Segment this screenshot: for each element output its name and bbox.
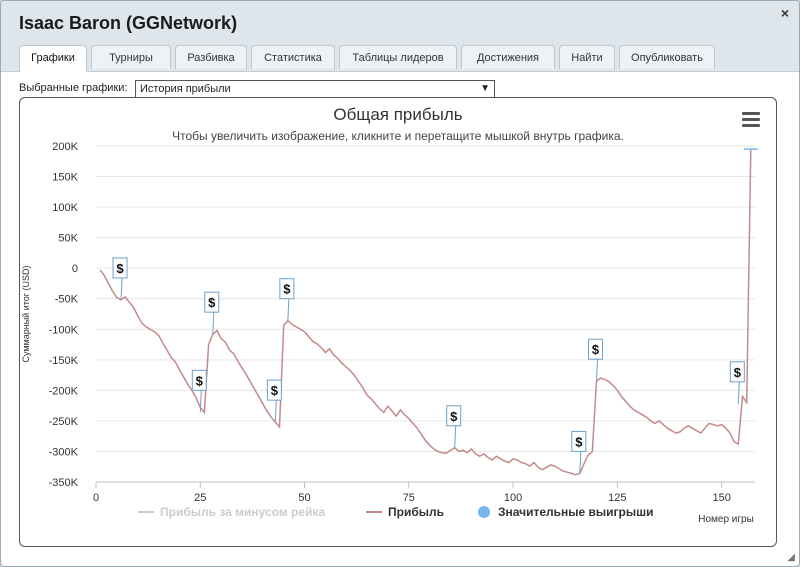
- chart-title: Общая прибыль: [333, 105, 462, 124]
- win-flag: [588, 338, 604, 360]
- win-flag: [204, 291, 220, 313]
- y-tick-label: -100K: [49, 324, 79, 336]
- legend-item-label: Прибыль: [388, 505, 444, 519]
- legend-item-label: Прибыль за минусом рейка: [160, 505, 325, 519]
- y-axis-label: Суммарный итог (USD): [21, 265, 31, 362]
- window-titlebar: Isaac Baron (GGNetwork) × Графики Турниры…: [1, 1, 799, 72]
- tab-1[interactable]: Турниры: [91, 45, 171, 69]
- y-tick-label: -50K: [55, 294, 79, 306]
- x-axis-label: Номер игры: [698, 514, 754, 525]
- y-tick-label: 50K: [58, 233, 78, 245]
- chart-selector-label: Выбранные графики:: [19, 82, 128, 94]
- win-flag-label: $: [196, 373, 204, 388]
- y-tick-label: -350K: [49, 477, 79, 489]
- win-flag-label: $: [283, 282, 291, 297]
- tab-3[interactable]: Статистика: [251, 45, 335, 69]
- flag-pole: [274, 400, 277, 423]
- win-flag-label: $: [450, 409, 458, 424]
- resize-handle-icon[interactable]: ◢: [787, 552, 795, 563]
- flag-pole: [287, 298, 290, 321]
- tab-5[interactable]: Достижения: [461, 45, 555, 69]
- series-line-profit: [99, 149, 752, 476]
- win-flag-label: $: [271, 383, 279, 398]
- x-tick-label: 0: [93, 492, 99, 504]
- win-flag: [279, 278, 295, 300]
- y-tick-label: 100K: [52, 202, 78, 214]
- win-flag-label: $: [734, 365, 742, 380]
- flag-pole: [579, 451, 582, 474]
- legend-symbol: [478, 506, 490, 518]
- y-tick-label: -250K: [49, 416, 79, 428]
- chart-selector-dropdown[interactable]: История прибыли ▼: [135, 80, 495, 98]
- flag-pole: [454, 425, 457, 448]
- x-tick-label: 150: [712, 492, 730, 504]
- x-tick-label: 125: [608, 492, 626, 504]
- window-title: Isaac Baron (GGNetwork): [19, 13, 238, 33]
- flag-pole: [596, 359, 599, 382]
- win-flag: [729, 361, 745, 383]
- y-tick-label: 150K: [52, 172, 78, 184]
- chart-menu-icon[interactable]: [742, 112, 762, 128]
- x-tick-label: 75: [403, 492, 415, 504]
- win-flag-label: $: [575, 434, 583, 449]
- win-flag: [571, 430, 587, 452]
- flag-pole: [212, 312, 215, 335]
- y-tick-label: -150K: [49, 355, 79, 367]
- close-icon[interactable]: ×: [780, 5, 789, 21]
- win-flag-label: $: [208, 295, 216, 310]
- tab-6[interactable]: Найти: [559, 45, 615, 69]
- win-flag: [446, 405, 462, 427]
- legend-item-label: Значительные выигрыши: [498, 505, 654, 519]
- tab-7[interactable]: Опубликовать: [619, 45, 715, 69]
- flag-pole: [199, 390, 202, 413]
- tab-4[interactable]: Таблицы лидеров: [339, 45, 457, 69]
- chart-selector-value: История прибыли: [140, 83, 231, 95]
- y-tick-label: 0: [72, 263, 78, 275]
- tab-2[interactable]: Разбивка: [175, 45, 247, 69]
- win-flag: [266, 379, 282, 401]
- y-tick-label: 200K: [52, 141, 78, 153]
- y-tick-label: -200K: [49, 385, 79, 397]
- win-flag-label: $: [116, 261, 124, 276]
- win-flag: [191, 369, 207, 391]
- flag-pole: [737, 381, 740, 404]
- x-tick-label: 25: [194, 492, 206, 504]
- y-tick-label: -300K: [49, 446, 79, 458]
- win-flag: [112, 257, 128, 279]
- chart-container[interactable]: Общая прибыль Чтобы увеличить изображение…: [19, 97, 777, 547]
- win-flag-label: $: [592, 342, 600, 357]
- tab-0[interactable]: Графики: [19, 45, 87, 72]
- profit-chart[interactable]: Общая прибыль Чтобы увеличить изображение…: [20, 98, 776, 546]
- chevron-down-icon: ▼: [480, 83, 490, 94]
- x-tick-label: 50: [298, 492, 310, 504]
- chart-subtitle: Чтобы увеличить изображение, кликните и …: [172, 129, 624, 143]
- flag-pole: [120, 277, 123, 300]
- x-tick-label: 100: [504, 492, 522, 504]
